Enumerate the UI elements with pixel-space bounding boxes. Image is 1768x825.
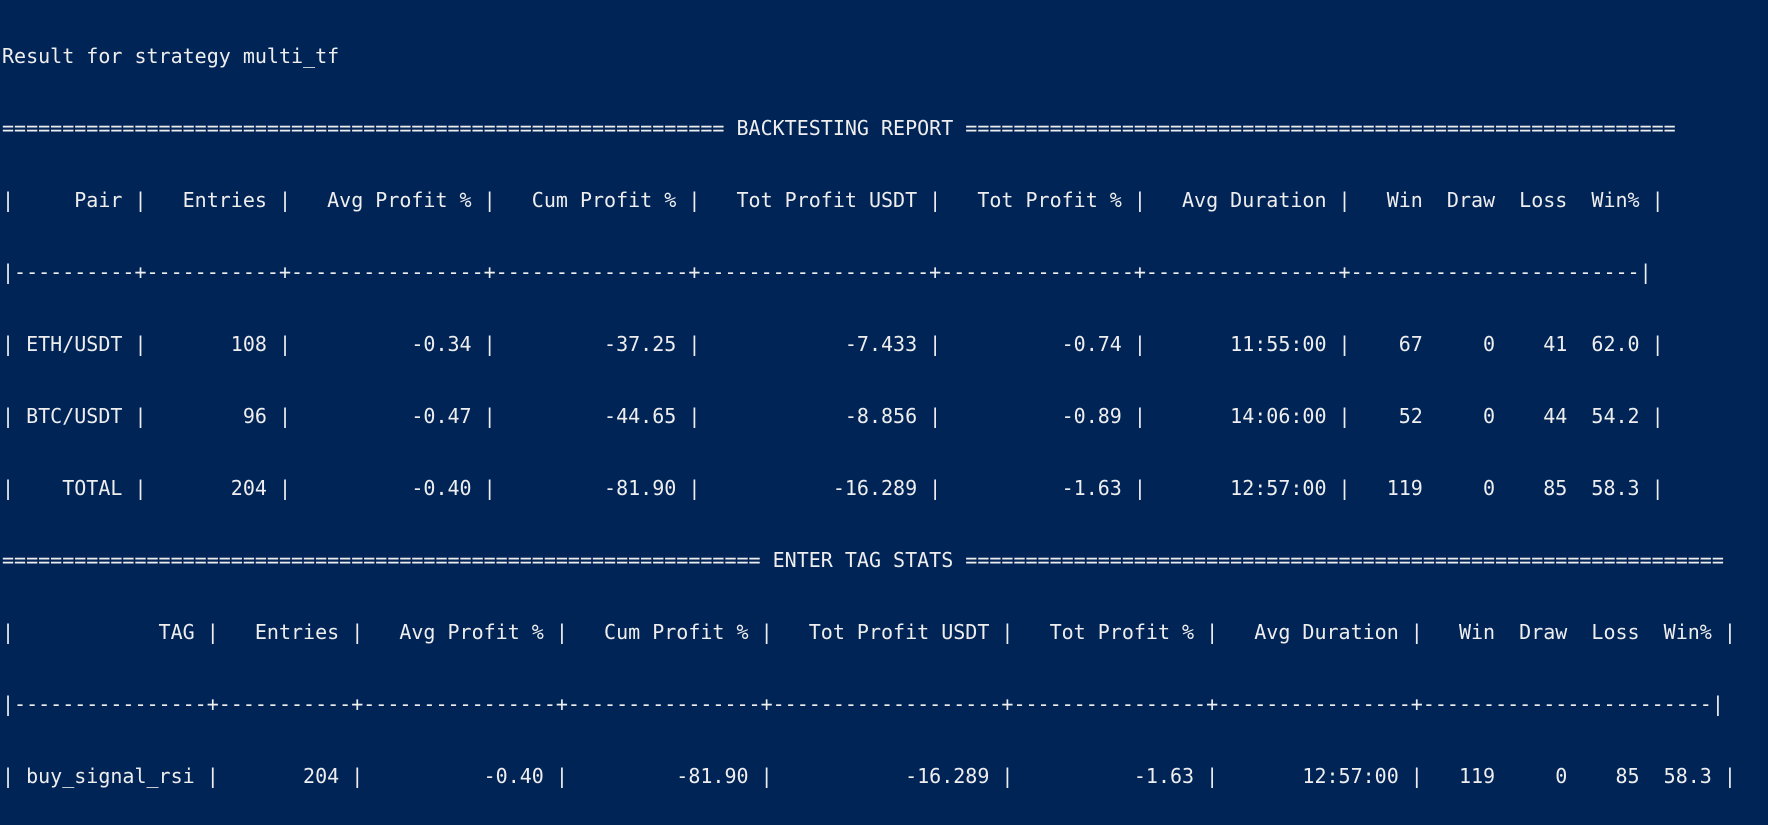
table-separator: |----------------+-----------+----------… [2,692,1724,716]
table-separator: |----------+-----------+----------------… [2,260,1652,284]
enter-tag-column-headers: | TAG | Entries | Avg Profit % | Cum Pro… [2,620,1736,644]
table-row: | BTC/USDT | 96 | -0.47 | -44.65 | -8.85… [2,404,1664,428]
table-row: | buy_signal_rsi | 204 | -0.40 | -81.90 … [2,764,1736,788]
strategy-result-line: Result for strategy multi_tf [2,44,340,68]
enter-tag-stats-header: ========================================… [2,548,1724,572]
table-row: | ETH/USDT | 108 | -0.34 | -37.25 | -7.4… [2,332,1664,356]
table-row-total: | TOTAL | 204 | -0.40 | -81.90 | -16.289… [2,476,1664,500]
backtesting-column-headers: | Pair | Entries | Avg Profit % | Cum Pr… [2,188,1664,212]
backtesting-report-header: ========================================… [2,116,1676,140]
